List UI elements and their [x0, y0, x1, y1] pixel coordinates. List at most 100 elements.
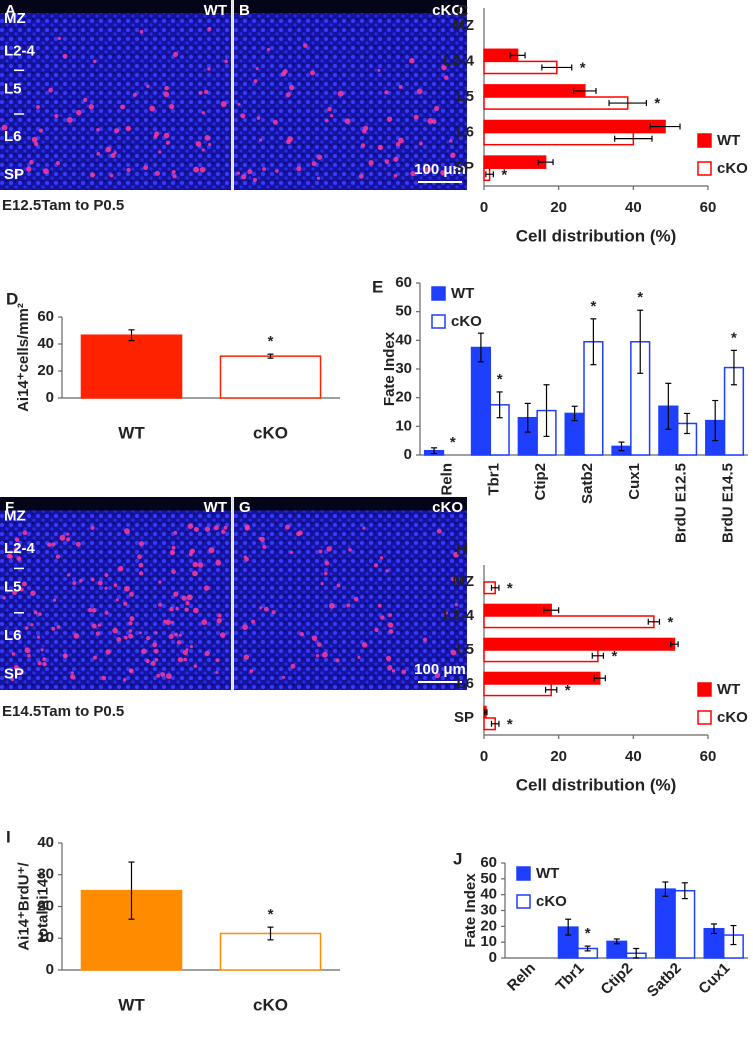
- labelled-cell: [215, 670, 219, 675]
- labelled-cell: [252, 177, 258, 183]
- labelled-cell: [51, 626, 56, 631]
- labelled-cell: [105, 146, 112, 153]
- y-tick-label: 10: [37, 929, 54, 946]
- labelled-cell: [30, 590, 36, 596]
- labelled-cell: [55, 554, 61, 559]
- x-tick-label: 20: [550, 748, 567, 765]
- labelled-cell: [290, 663, 296, 669]
- scale-bar-label: 100 μm: [414, 161, 466, 178]
- bar: [483, 671, 601, 685]
- labelled-cell: [322, 651, 328, 658]
- labelled-cell: [149, 105, 156, 112]
- labelled-cell: [451, 576, 457, 582]
- labelled-cell: [263, 606, 269, 612]
- labelled-cell: [138, 541, 145, 547]
- panel-letter: E: [372, 277, 383, 296]
- labelled-cell: [146, 84, 150, 88]
- labelled-cell: [128, 633, 134, 639]
- labelled-cell: [70, 674, 76, 680]
- labelled-cell: [170, 620, 175, 624]
- x-tick-label: 20: [550, 199, 567, 216]
- significance: *: [731, 329, 737, 346]
- labelled-cell: [193, 166, 200, 173]
- labelled-cell: [91, 577, 95, 582]
- labelled-cell: [387, 622, 394, 628]
- labelled-cell: [316, 176, 321, 180]
- error-bar: [524, 402, 531, 433]
- error-bar: [637, 309, 644, 374]
- labelled-cell: [201, 619, 208, 626]
- labelled-cell: [249, 669, 254, 673]
- labelled-cell: [163, 132, 170, 139]
- labelled-cell: [326, 546, 332, 552]
- labelled-cell: [165, 673, 172, 680]
- y-tick-label: 60: [480, 854, 497, 871]
- labelled-cell: [91, 607, 97, 613]
- labelled-cell: [177, 657, 183, 663]
- significance: *: [667, 614, 673, 631]
- labelled-cell: [125, 125, 131, 132]
- condition-label: cKO: [432, 499, 463, 516]
- labelled-cell: [163, 619, 167, 624]
- y-tick-label: 40: [395, 331, 412, 348]
- labelled-cell: [160, 672, 166, 677]
- legend-swatch: [516, 894, 531, 909]
- error-bar: [665, 382, 672, 430]
- labelled-cell: [18, 671, 22, 675]
- labelled-cell: [197, 562, 204, 568]
- labelled-cell: [302, 43, 308, 48]
- significance: *: [580, 60, 586, 77]
- labelled-cell: [155, 170, 161, 176]
- y-axis-label: totalAi14⁺: [34, 871, 51, 942]
- labelled-cell: [13, 547, 19, 553]
- labelled-cell: [290, 550, 294, 555]
- y-axis-label: Ai14⁺cells/mm²: [15, 303, 32, 412]
- pia-band: [234, 497, 467, 511]
- y-tick-label: 50: [480, 870, 497, 887]
- y-axis-label: Fate Index: [381, 331, 398, 406]
- y-tick-label: 10: [480, 933, 497, 950]
- x-tick-label: BrdU E14.5: [720, 463, 737, 543]
- labelled-cell: [89, 172, 96, 178]
- labelled-cell: [104, 610, 109, 615]
- labelled-cell: [173, 530, 178, 535]
- labelled-cell: [145, 658, 150, 664]
- labelled-cell: [361, 642, 368, 648]
- labelled-cell: [443, 75, 449, 80]
- labelled-cell: [204, 650, 210, 656]
- y-axis-label: Ai14⁺BrdU⁺/: [15, 861, 32, 950]
- layer-label: SP: [4, 166, 24, 183]
- error-bar: [591, 652, 605, 659]
- labelled-cell: [327, 106, 332, 112]
- labelled-cell: [62, 653, 68, 659]
- labelled-cell: [285, 92, 291, 98]
- labelled-cell: [178, 633, 182, 637]
- y-tick-label: 20: [37, 897, 54, 914]
- x-tick-label: cKO: [253, 995, 288, 1014]
- labelled-cell: [203, 89, 209, 95]
- error-bar: [633, 947, 640, 959]
- legend-label: cKO: [717, 160, 748, 177]
- labelled-cell: [183, 657, 188, 662]
- labelled-cell: [360, 143, 366, 148]
- condition-label: WT: [204, 499, 227, 516]
- labelled-cell: [42, 657, 47, 662]
- labelled-cell: [16, 556, 22, 562]
- bar: [483, 683, 552, 697]
- legend-swatch: [697, 161, 712, 176]
- labelled-cell: [97, 580, 103, 586]
- category-label: L6: [456, 124, 474, 141]
- labelled-cell: [21, 581, 27, 587]
- labelled-cell: [240, 113, 246, 119]
- labelled-cell: [384, 159, 390, 164]
- significance: *: [450, 434, 456, 451]
- pia-band: [0, 497, 231, 511]
- labelled-cell: [434, 105, 440, 112]
- labelled-cell: [158, 602, 163, 607]
- labelled-cell: [185, 648, 189, 652]
- pia-band: [234, 0, 467, 14]
- labelled-cell: [104, 586, 108, 590]
- y-tick-label: 20: [480, 917, 497, 934]
- x-axis-label: Cell distribution (%): [516, 775, 677, 794]
- labelled-cell: [374, 627, 379, 633]
